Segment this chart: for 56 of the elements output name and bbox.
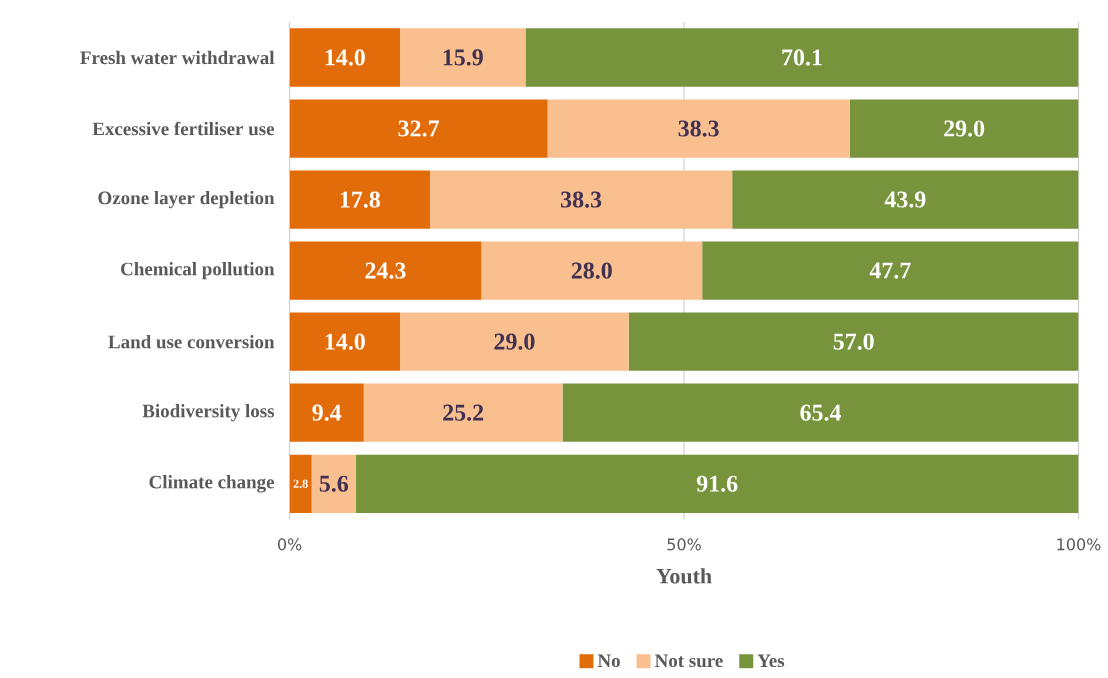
data-label: 47.7 xyxy=(869,262,911,279)
data-label: 17.8 xyxy=(340,191,380,208)
x-axis-title: Youth xyxy=(656,568,712,584)
data-label: 5.6 xyxy=(319,475,349,492)
bar xyxy=(732,170,1079,229)
data-label: 15.9 xyxy=(443,49,483,66)
y-tick-label: Biodiversity loss xyxy=(142,404,275,422)
bar xyxy=(628,312,1079,371)
bar xyxy=(311,454,356,513)
data-label: 57.0 xyxy=(833,333,874,350)
data-label: 2.8 xyxy=(293,479,308,488)
data-label: 38.3 xyxy=(678,120,719,137)
data-label: 32.7 xyxy=(398,120,439,137)
bar xyxy=(355,454,1079,513)
bar xyxy=(547,99,850,158)
bar xyxy=(702,241,1079,300)
bar xyxy=(289,454,312,513)
data-label: 25.2 xyxy=(443,404,484,421)
data-label: 29.0 xyxy=(944,120,985,137)
x-tick-label: 0% xyxy=(277,538,302,551)
legend-label: Not sure xyxy=(654,654,723,668)
bar xyxy=(289,28,401,87)
bar xyxy=(525,28,1079,87)
bar xyxy=(400,312,629,371)
bar xyxy=(849,99,1079,158)
x-tick-label: 50% xyxy=(667,538,701,551)
bar xyxy=(430,170,733,229)
data-label: 65.4 xyxy=(800,404,842,421)
y-tick-label: Chemical pollution xyxy=(121,262,275,280)
y-tick-label: Land use conversion xyxy=(108,335,275,349)
data-label: 91.6 xyxy=(696,475,738,492)
legend-label: Yes xyxy=(757,654,785,668)
bar xyxy=(289,241,482,300)
y-tick-label: Excessive fertiliser use xyxy=(92,121,275,136)
data-label: 70.1 xyxy=(782,49,822,66)
bar xyxy=(289,99,548,158)
bar xyxy=(562,383,1079,442)
data-label: 9.4 xyxy=(312,404,342,421)
bar xyxy=(400,28,526,87)
bar xyxy=(289,170,431,229)
bar xyxy=(481,241,703,300)
data-label: 14.0 xyxy=(325,333,365,350)
data-label: 29.0 xyxy=(494,333,535,350)
bar xyxy=(289,383,364,442)
y-tick-label: Fresh water withdrawal xyxy=(80,50,275,65)
bar xyxy=(289,312,401,371)
data-label: 43.9 xyxy=(884,191,926,208)
y-tick-label: Climate change xyxy=(149,475,275,493)
data-label: 28.0 xyxy=(571,262,612,279)
bar xyxy=(363,383,563,442)
data-label: 24.3 xyxy=(365,262,406,279)
legend-label: No xyxy=(597,654,620,668)
data-label: 38.3 xyxy=(561,191,602,208)
x-tick-label: 100% xyxy=(1057,538,1101,551)
y-tick-label: Ozone layer depletion xyxy=(98,191,275,209)
data-label: 14.0 xyxy=(325,49,365,66)
